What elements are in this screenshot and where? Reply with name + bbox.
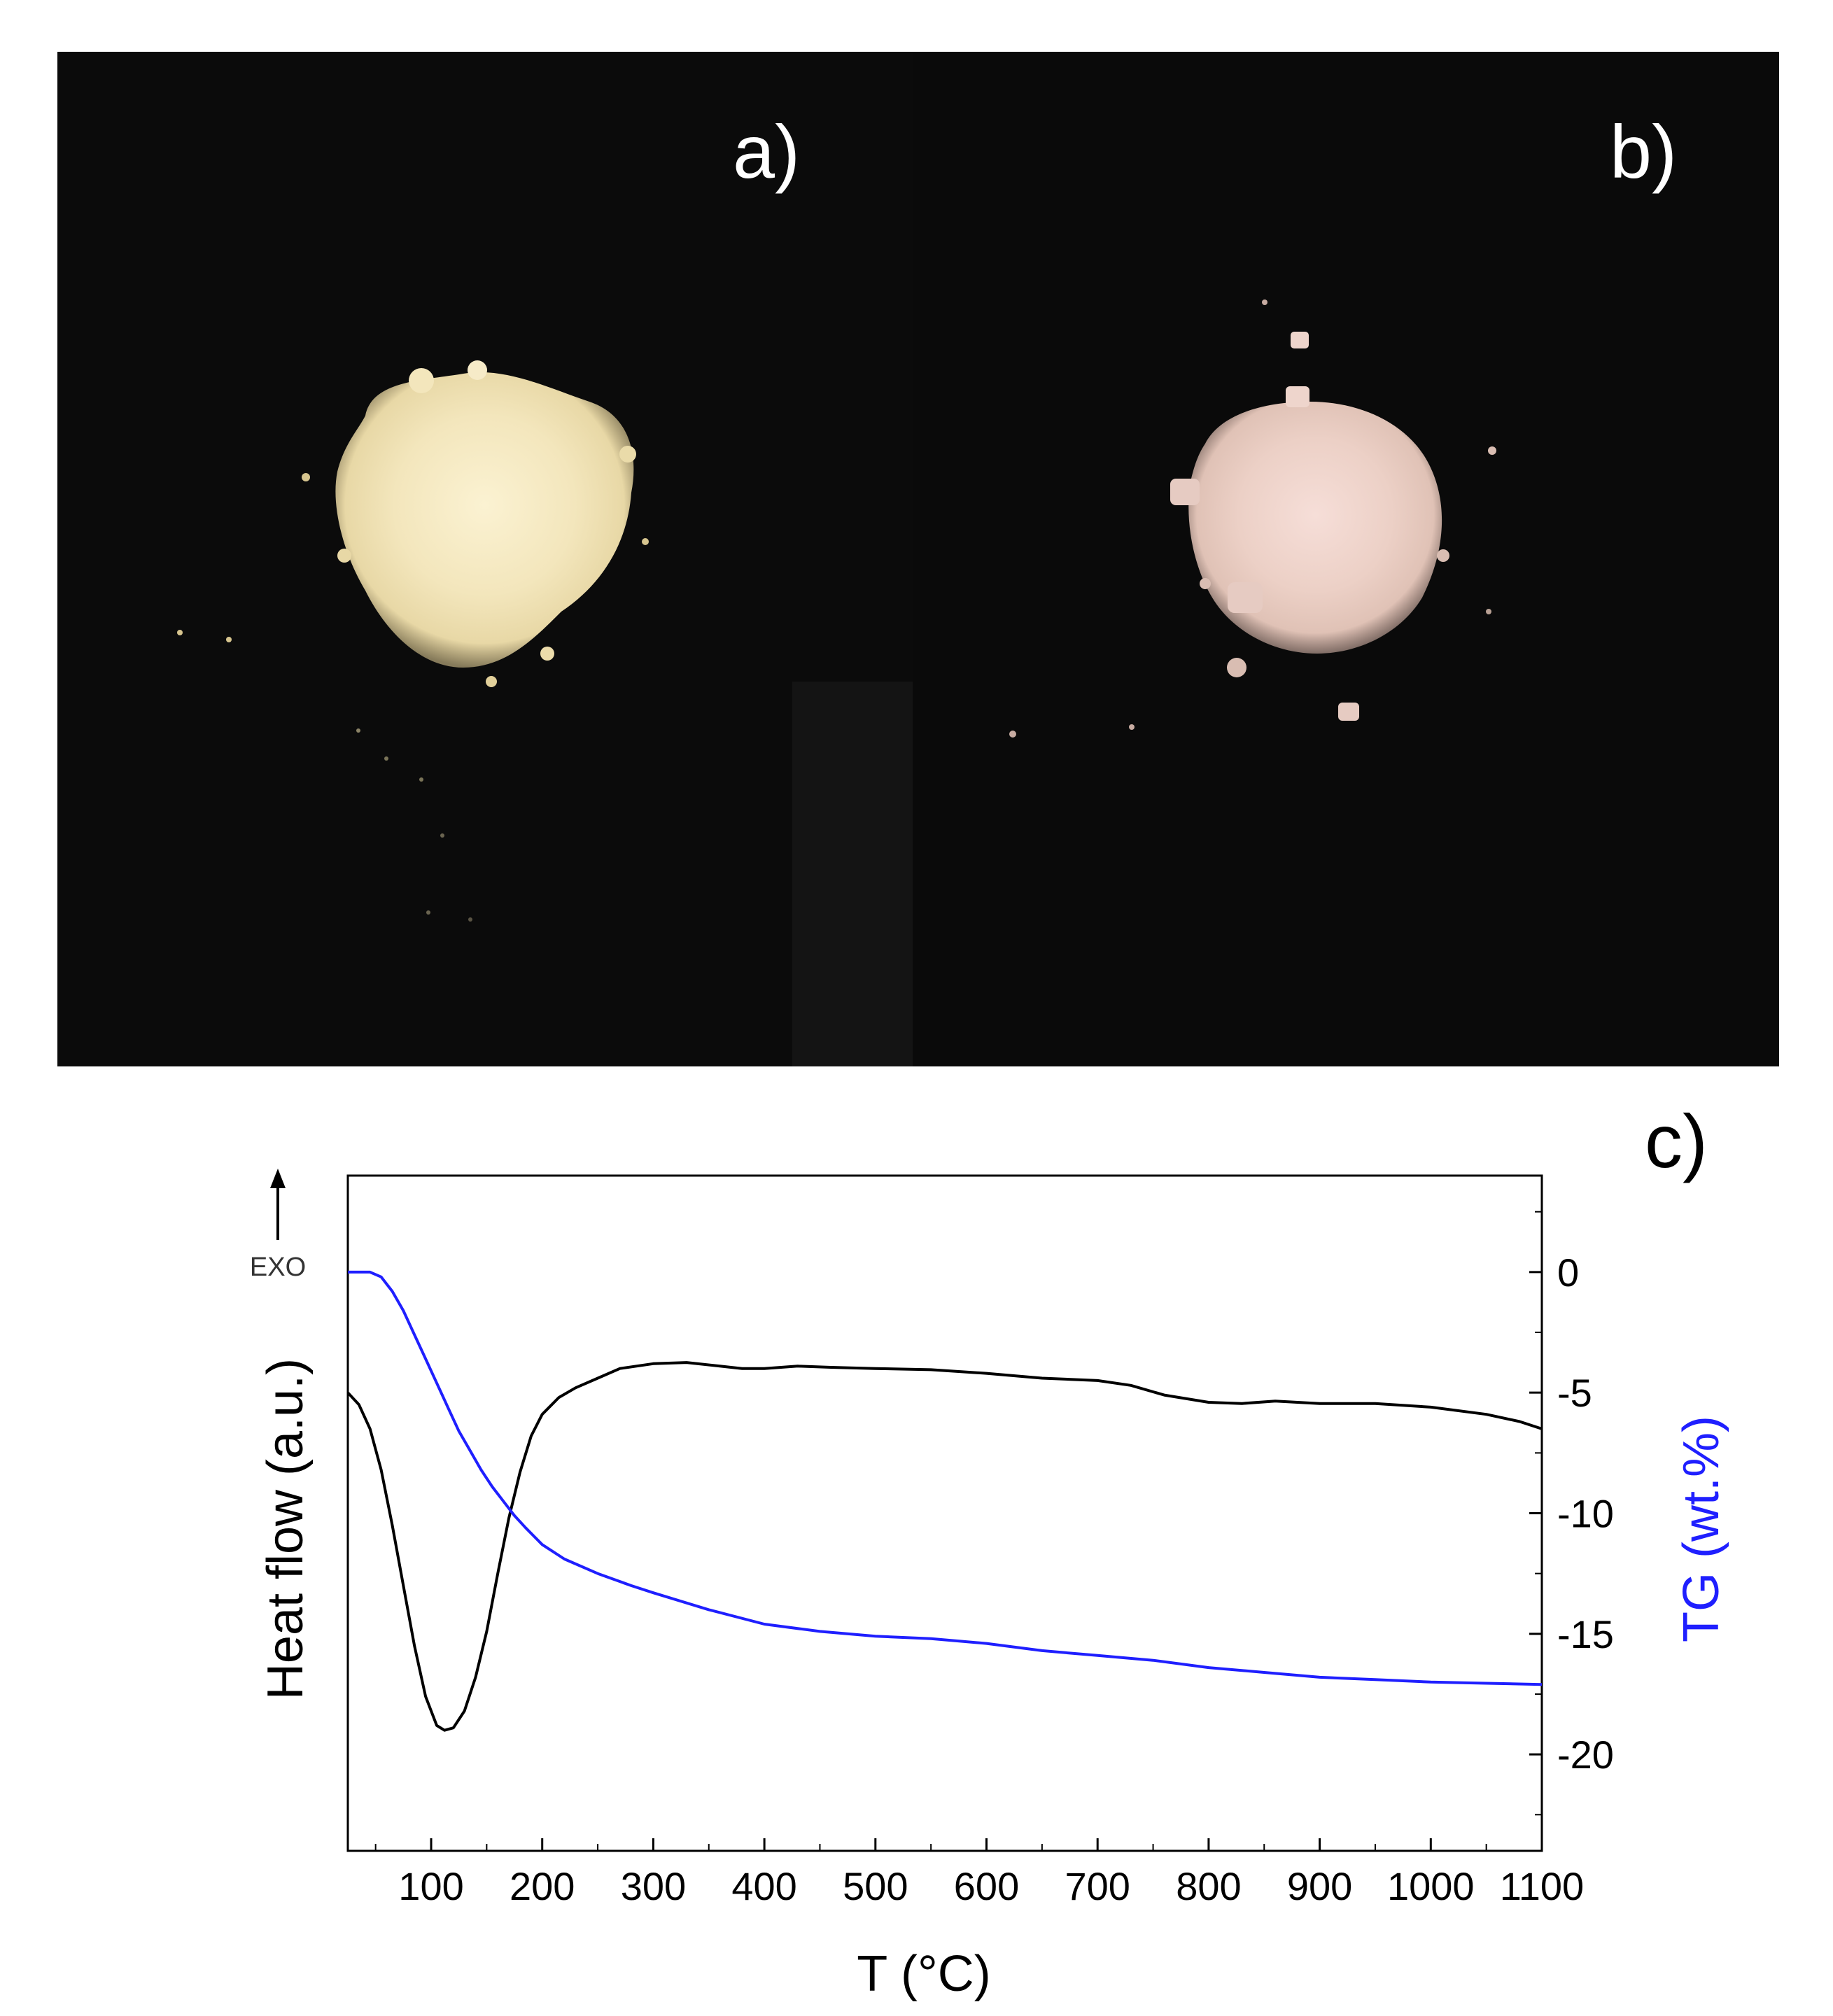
arrow-up-icon bbox=[270, 1169, 286, 1188]
y-tick-label: -20 bbox=[1557, 1733, 1614, 1777]
panel-label-b: b) bbox=[1610, 109, 1677, 194]
powder-sample-b bbox=[1009, 299, 1496, 738]
x-tick-label: 1100 bbox=[1500, 1864, 1584, 1908]
series-layer bbox=[346, 1270, 1543, 1732]
x-tick-label: 200 bbox=[510, 1864, 575, 1908]
dsc-tg-chart: 100 200 300 400 500 600 700 800 900 1000 1100 0 -5 -… bbox=[250, 1099, 1729, 2002]
plot-border bbox=[346, 1174, 1543, 1852]
x-tick-label: 100 bbox=[398, 1864, 463, 1908]
left-y-axis-label: Heat flow (a.u.) bbox=[258, 1358, 314, 1700]
y-tick-label: -5 bbox=[1557, 1371, 1592, 1415]
photo-panel-a: a) bbox=[57, 52, 913, 1066]
right-y-axis-label: TG (wt.%) bbox=[1673, 1416, 1729, 1642]
x-tick-label: 800 bbox=[1176, 1864, 1241, 1908]
x-tick-label: 1000 bbox=[1387, 1864, 1475, 1908]
powder-sample-a bbox=[177, 360, 649, 922]
y-tick-label: -15 bbox=[1557, 1612, 1614, 1656]
photo-panel-b: b) bbox=[913, 52, 1779, 1066]
x-tick-label: 500 bbox=[843, 1864, 908, 1908]
x-tick-label: 600 bbox=[954, 1864, 1019, 1908]
x-tick-label: 400 bbox=[731, 1864, 796, 1908]
x-axis-label: T (°C) bbox=[857, 1946, 990, 2002]
panel-label-c: c) bbox=[1645, 1099, 1708, 1183]
y-tick-label: -10 bbox=[1557, 1492, 1614, 1536]
tg-line bbox=[348, 1270, 1543, 1686]
plot-frame bbox=[346, 1174, 1543, 1852]
x-tick-label: 900 bbox=[1287, 1864, 1352, 1908]
x-axis: 100 200 300 400 500 600 700 800 900 1000 1100 bbox=[374, 1838, 1584, 1908]
exo-label: EXO bbox=[250, 1253, 306, 1282]
sample-photos: a) b) bbox=[57, 52, 1779, 1066]
x-tick-label: 700 bbox=[1065, 1864, 1130, 1908]
panel-label-a: a) bbox=[733, 109, 800, 194]
exo-indicator: EXO bbox=[250, 1169, 306, 1282]
heat-flow-line bbox=[346, 1361, 1543, 1732]
y-tick-label: 0 bbox=[1557, 1250, 1579, 1295]
right-y-axis: 0 -5 -10 -15 -20 bbox=[1529, 1211, 1614, 1816]
x-tick-label: 300 bbox=[621, 1864, 686, 1908]
